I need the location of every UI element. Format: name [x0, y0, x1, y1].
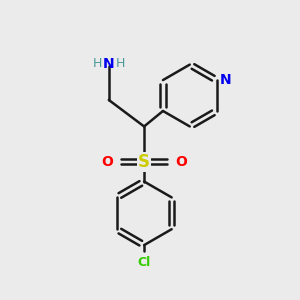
- Text: H: H: [115, 57, 125, 70]
- Text: O: O: [101, 155, 113, 169]
- Text: N: N: [220, 73, 232, 87]
- Text: S: S: [138, 153, 150, 171]
- Text: O: O: [175, 155, 187, 169]
- Text: Cl: Cl: [137, 256, 151, 269]
- Text: H: H: [93, 57, 102, 70]
- Text: N: N: [103, 57, 115, 71]
